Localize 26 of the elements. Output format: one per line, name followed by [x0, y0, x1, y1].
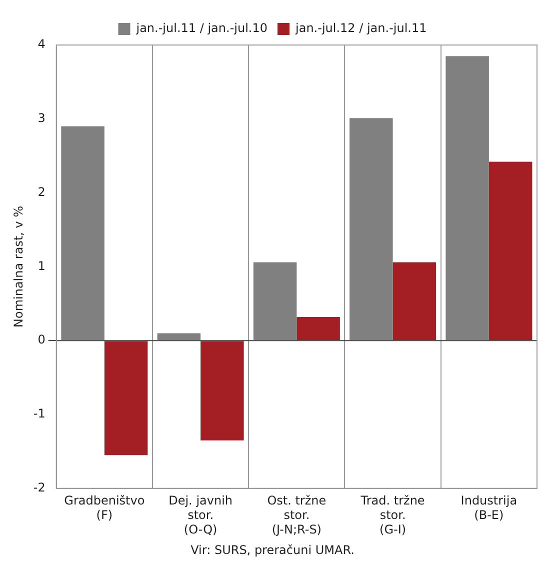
y-tick-label: 4 — [38, 37, 46, 52]
bar — [446, 56, 489, 340]
bar — [61, 126, 104, 340]
bar — [392, 262, 436, 340]
bar — [253, 262, 297, 340]
y-tick-label: -2 — [33, 480, 46, 495]
y-tick-label: 0 — [38, 332, 46, 347]
bar — [350, 118, 393, 340]
bar — [488, 162, 532, 340]
y-tick-label: 1 — [38, 258, 46, 273]
x-tick-label: Trad. tržne stor. (G-I) — [360, 494, 425, 537]
legend-label: jan.-jul.12 / jan.-jul.11 — [294, 21, 427, 36]
bar — [104, 341, 148, 456]
x-tick-label: Industrija (B-E) — [460, 494, 518, 522]
x-tick-label: Dej. javnih stor. (O-Q) — [168, 494, 233, 537]
legend-label: jan.-jul.11 / jan.-jul.10 — [135, 21, 268, 36]
bar — [157, 333, 201, 340]
y-axis-title: Nominalna rast, v % — [11, 206, 26, 328]
y-tick-label: 3 — [38, 111, 46, 126]
bar — [200, 341, 244, 440]
x-tick-label: Ost. tržne stor. (J-N;R-S) — [267, 494, 326, 537]
y-tick-label: 2 — [38, 184, 46, 199]
text: Vir: SURS, preračuni UMAR. — [190, 542, 354, 557]
y-tick-label: -1 — [33, 406, 46, 421]
bar — [296, 316, 340, 340]
x-tick-label: Gradbeništvo (F) — [64, 494, 145, 522]
